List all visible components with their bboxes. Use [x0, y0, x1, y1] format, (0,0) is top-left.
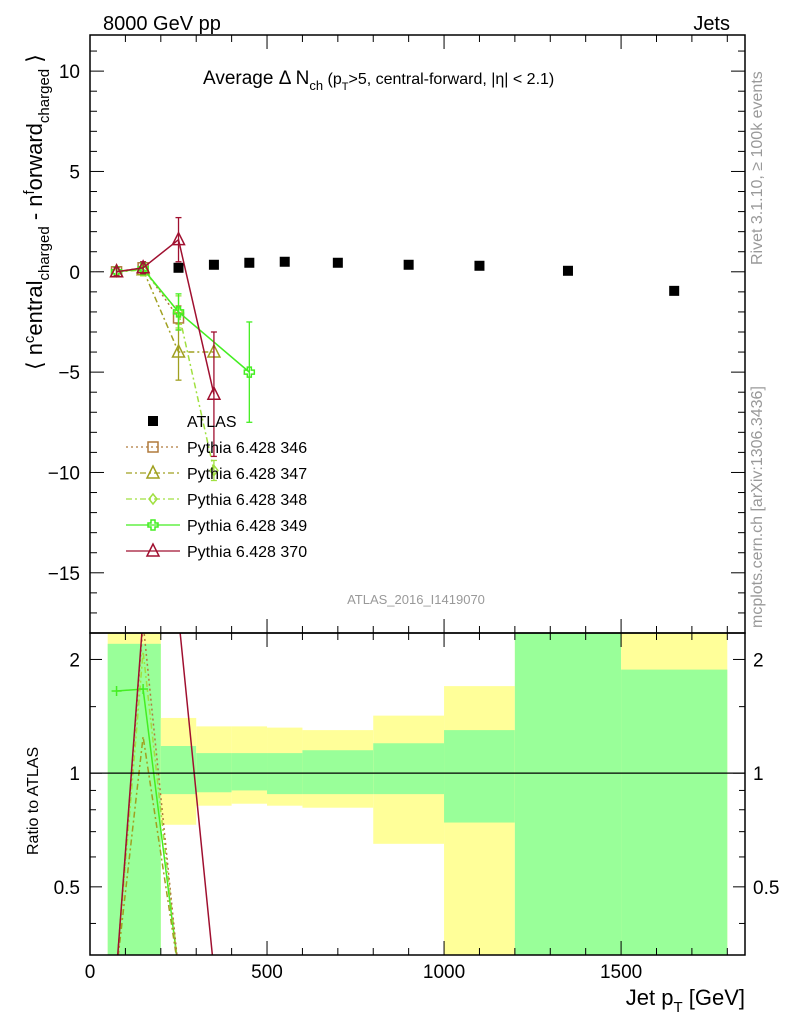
series-line [116, 238, 215, 395]
data-point [206, 385, 222, 400]
x-tick-label: 500 [251, 962, 283, 983]
ratio-y-tick-label: 0.5 [54, 878, 80, 899]
ratio-y-tick-label: 1 [69, 764, 80, 785]
legend-item: ATLAS [148, 414, 237, 431]
data-point [147, 519, 159, 531]
x-tick-label: 1000 [423, 962, 465, 983]
legend-label: Pythia 6.428 370 [187, 544, 307, 561]
series-atlas [173, 256, 680, 296]
y-tick-label: −10 [48, 463, 80, 484]
x-axis-label: Jet pT [GeV] [626, 985, 745, 1016]
legend-label: Pythia 6.428 347 [187, 466, 307, 483]
data-point [145, 542, 161, 557]
data-point [279, 256, 290, 267]
ratio-curve [116, 633, 214, 955]
ratio-uncertainty-bands [107, 633, 728, 955]
data-point [171, 343, 186, 358]
series-line [116, 268, 214, 353]
legend-label: Pythia 6.428 349 [187, 518, 307, 535]
data-point [332, 257, 343, 268]
ratio-y-tick-label: 1 [753, 764, 764, 785]
legend-item: Pythia 6.428 347 [126, 464, 307, 483]
data-point [147, 441, 159, 453]
ratio-axes: 0.5 0.5 1 1 2 2 0 500 1000 1500 [54, 632, 779, 983]
category-label: Jets [693, 13, 730, 35]
legend-item: Pythia 6.428 370 [126, 542, 307, 561]
main-series [109, 216, 680, 482]
ratio-green-band [444, 730, 515, 823]
y-tick-label: −5 [58, 363, 80, 384]
data-point [148, 416, 158, 426]
data-point [562, 265, 573, 276]
ratio-curve [117, 736, 177, 955]
data-point [244, 257, 255, 268]
data-point [172, 306, 185, 318]
main-axes: 10 5 0 −5 −10 −15 [48, 34, 746, 634]
x-tick-label: 1500 [600, 962, 642, 983]
data-point [243, 366, 256, 378]
data-point [208, 259, 219, 270]
ratio-green-band [621, 669, 728, 955]
data-point [173, 262, 184, 273]
data-point [171, 231, 186, 246]
ratio-curve [117, 651, 178, 955]
legend-item: Pythia 6.428 346 [126, 440, 307, 457]
ratio-green-band [160, 745, 197, 795]
ratio-y-axis-label: Ratio to ATLAS [25, 747, 42, 855]
ratio-green-band [514, 633, 622, 955]
legend-label: Pythia 6.428 348 [187, 492, 307, 509]
data-point [208, 464, 219, 477]
y-tick-label: 10 [59, 62, 80, 83]
y-tick-label: 0 [69, 263, 80, 284]
ratio-y-tick-label: 0.5 [753, 878, 779, 899]
data-point [403, 259, 414, 270]
analysis-id: ATLAS_2016_I1419070 [347, 592, 485, 607]
chart-title: Average Δ Nch (pT>5, central-forward, |η… [203, 68, 554, 93]
energy-label: 8000 GeV pp [103, 13, 221, 35]
legend-label: Pythia 6.428 346 [187, 440, 307, 457]
source-label: mcplots.cern.ch [arXiv:1306.3436] [749, 386, 766, 628]
ratio-curves [111, 633, 214, 955]
data-point [669, 285, 680, 296]
series-pythia-6.428-370 [109, 216, 222, 458]
data-point [148, 492, 158, 506]
legend-label: ATLAS [187, 414, 237, 431]
data-point [135, 259, 151, 274]
ratio-y-tick-label: 2 [753, 650, 764, 671]
data-point [145, 464, 161, 479]
data-point [474, 260, 485, 271]
legend-item: Pythia 6.428 348 [126, 492, 307, 509]
y-tick-label: 5 [69, 162, 80, 183]
ratio-green-band [231, 753, 268, 791]
ratio-y-tick-label: 2 [69, 650, 80, 671]
main-frame [89, 34, 746, 634]
series-pythia-6.428-349 [110, 262, 256, 423]
ratio-green-band [302, 750, 374, 795]
y-tick-label: −15 [48, 564, 80, 585]
legend: ATLAS Pythia 6.428 346 Pythia 6.428 347 Pyt… [126, 414, 307, 561]
y-axis-label: ⟨ ncentralcharged - nforwardcharged ⟩ [21, 54, 53, 370]
x-tick-label: 0 [85, 962, 96, 983]
rivet-label: Rivet 3.1.10, ≥ 100k events [749, 71, 766, 265]
legend-item: Pythia 6.428 349 [126, 518, 307, 535]
series-pythia-6.428-347 [109, 261, 222, 381]
ratio-green-band [373, 743, 445, 795]
data-point [109, 263, 124, 278]
